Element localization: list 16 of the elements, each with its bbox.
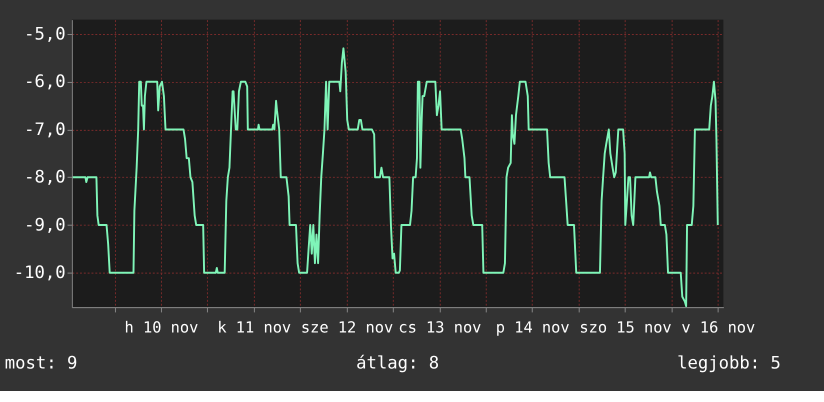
y-tick-label: -7,0: [24, 120, 66, 140]
x-tick-label: h 10 nov: [124, 318, 198, 337]
text: most: 9: [4, 353, 78, 374]
x-tick-label: cs 13 nov: [398, 318, 482, 337]
y-tick-label: -8,0: [24, 168, 66, 188]
x-tick-label: v 16 nov: [681, 318, 756, 337]
x-tick-label: szo 15 nov: [579, 318, 672, 337]
x-tick-label: sze 12 nov: [300, 318, 394, 337]
text: legjobb: 5: [677, 353, 781, 374]
text: átlag: 8: [356, 353, 440, 374]
x-tick-label: p 14 nov: [496, 318, 570, 337]
y-tick-label: -10,0: [14, 263, 66, 284]
y-tick-label: -9,0: [24, 215, 66, 236]
x-tick-label: k 11 nov: [217, 318, 292, 337]
y-tick-label: -6,0: [24, 72, 66, 92]
y-tick-label: -5,0: [24, 24, 66, 44]
